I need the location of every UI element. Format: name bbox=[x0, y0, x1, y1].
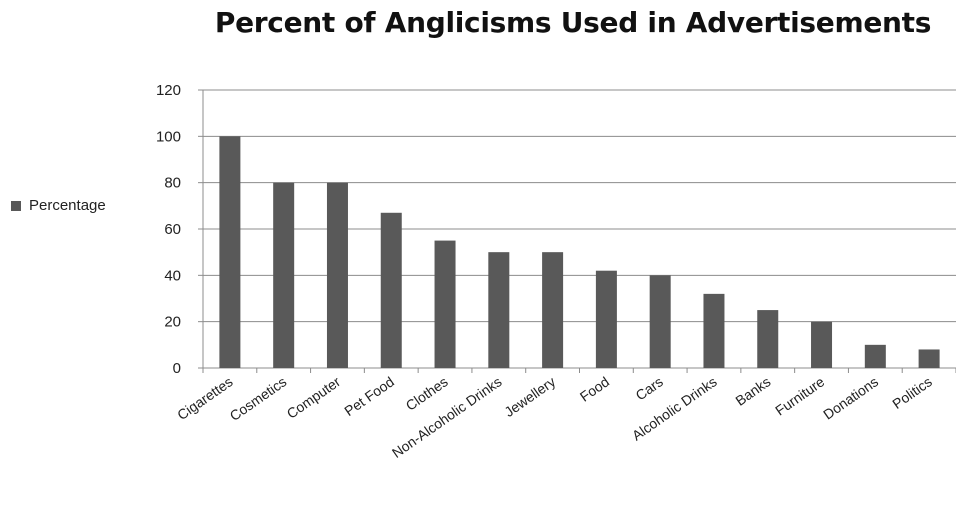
x-tick-label: Food bbox=[577, 373, 612, 404]
bar bbox=[488, 252, 510, 368]
bar bbox=[542, 252, 564, 368]
bar bbox=[864, 344, 886, 368]
x-tick-label: Pet Food bbox=[341, 373, 397, 419]
x-tick-label: Clothes bbox=[403, 373, 451, 413]
x-tick-label: Cosmetics bbox=[227, 373, 290, 424]
x-tick-label: Computer bbox=[284, 373, 344, 422]
y-tick-label: 20 bbox=[164, 314, 181, 331]
bar bbox=[326, 182, 348, 368]
y-tick-label: 40 bbox=[164, 267, 181, 284]
x-tick-label: Furniture bbox=[772, 373, 827, 418]
x-tick-label: Cigarettes bbox=[174, 373, 235, 423]
x-tick-label: Politics bbox=[889, 373, 935, 412]
bar bbox=[434, 240, 456, 368]
bar bbox=[703, 293, 725, 368]
y-tick-label: 60 bbox=[164, 221, 181, 238]
bar bbox=[219, 136, 241, 368]
legend-swatch bbox=[11, 200, 21, 211]
bar bbox=[811, 321, 833, 368]
legend: Percentage bbox=[11, 197, 106, 214]
legend-label: Percentage bbox=[29, 197, 106, 214]
x-tick-label: Jewellery bbox=[501, 373, 558, 420]
chart-title: Percent of Anglicisms Used in Advertisem… bbox=[214, 6, 932, 39]
bar bbox=[757, 310, 779, 368]
bar bbox=[595, 270, 617, 368]
y-tick-label: 0 bbox=[173, 360, 181, 377]
x-tick-label: Banks bbox=[732, 373, 773, 408]
bar bbox=[918, 349, 940, 368]
y-tick-label: 80 bbox=[164, 175, 181, 192]
bar bbox=[273, 182, 295, 368]
x-tick-label: Donations bbox=[820, 373, 881, 422]
bar bbox=[380, 212, 402, 368]
y-tick-label: 120 bbox=[156, 82, 181, 99]
bar bbox=[649, 275, 671, 368]
x-tick-label: Cars bbox=[633, 373, 666, 403]
y-tick-label: 100 bbox=[156, 128, 181, 145]
